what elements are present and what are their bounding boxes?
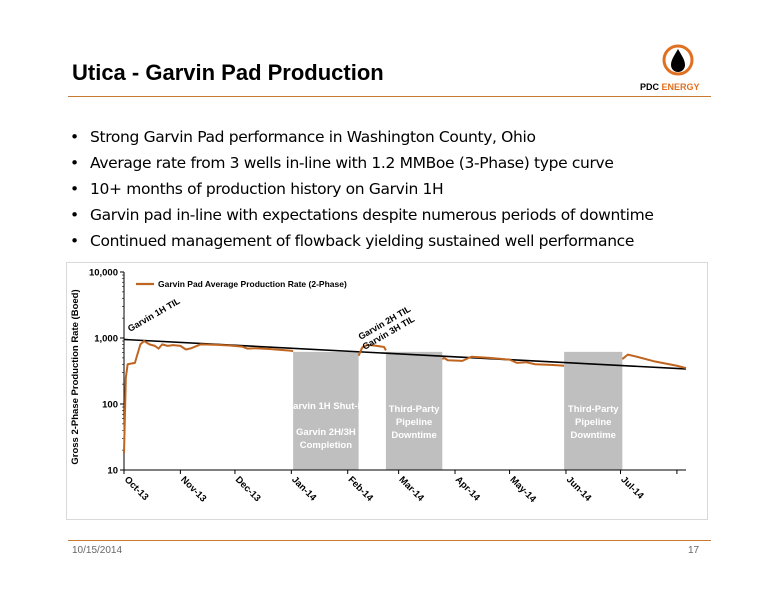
title-divider xyxy=(68,96,711,97)
chart-svg: Garvin 1H Shut-In Garvin 2H/3H Completion T… xyxy=(66,262,708,520)
downtime-label: Garvin 1H Shut-In xyxy=(286,401,366,412)
bullet-text: Average rate from 3 wells in-line with 1… xyxy=(90,154,614,172)
y-tick-label: 10 xyxy=(107,466,118,477)
y-tick-label: 1,000 xyxy=(94,334,118,345)
downtime-label: Pipeline xyxy=(575,417,611,428)
bullet-text: Continued management of flowback yieldin… xyxy=(90,232,635,250)
bullet-item: • Continued management of flowback yieldi… xyxy=(70,228,654,254)
production-line xyxy=(357,343,387,357)
production-line xyxy=(621,353,687,370)
footer-date: 10/15/2014 xyxy=(72,545,123,556)
downtime-region xyxy=(564,351,623,470)
bullet-item: • 10+ months of production history on Gar… xyxy=(70,176,654,202)
logo-text-energy: ENERGY xyxy=(661,82,700,92)
bullet-dot: • xyxy=(70,232,79,250)
downtime-label: Third-Party xyxy=(389,404,440,415)
y-tick-label: 100 xyxy=(102,400,118,411)
bullet-item: • Garvin pad in-line with expectations de… xyxy=(70,202,654,228)
production-line xyxy=(441,355,565,367)
bullet-dot: • xyxy=(70,206,79,224)
bullet-text: Garvin pad in-line with expectations des… xyxy=(90,206,654,224)
footer-divider xyxy=(68,540,711,541)
downtime-label: Third-Party xyxy=(568,404,619,415)
downtime-label: Downtime xyxy=(571,430,616,441)
logo-ring-icon xyxy=(662,44,694,76)
production-chart: Garvin 1H Shut-In Garvin 2H/3H Completion T… xyxy=(66,262,708,520)
logo-text-pdc: PDC xyxy=(640,82,660,92)
bullet-dot: • xyxy=(70,128,79,146)
bullet-item: • Strong Garvin Pad performance in Washin… xyxy=(70,124,654,150)
bullet-dot: • xyxy=(70,154,79,172)
bullet-dot: • xyxy=(70,180,79,198)
downtime-label: Downtime xyxy=(391,430,436,441)
page-title: Utica - Garvin Pad Production xyxy=(72,60,384,85)
logo-text: PDC ENERGY xyxy=(640,82,700,92)
production-line xyxy=(123,340,294,454)
bullet-text: Strong Garvin Pad performance in Washing… xyxy=(90,128,536,146)
downtime-label: Pipeline xyxy=(396,417,432,428)
legend-label: Garvin Pad Average Production Rate (2-Ph… xyxy=(158,279,347,289)
pdc-energy-logo xyxy=(662,44,694,76)
y-tick-label: 10,000 xyxy=(89,268,118,279)
page-number: 17 xyxy=(688,545,700,556)
bullet-text: 10+ months of production history on Garv… xyxy=(90,180,444,198)
downtime-label: Garvin 2H/3H xyxy=(296,427,356,438)
bullet-list: • Strong Garvin Pad performance in Washin… xyxy=(70,124,654,254)
oil-drop-icon xyxy=(671,49,685,72)
downtime-region xyxy=(385,351,443,470)
y-axis-label: Gross 2-Phase Production Rate (Boed) xyxy=(70,289,81,464)
downtime-region xyxy=(293,351,359,470)
bullet-item: • Average rate from 3 wells in-line with … xyxy=(70,150,654,176)
downtime-label: Completion xyxy=(300,440,352,451)
